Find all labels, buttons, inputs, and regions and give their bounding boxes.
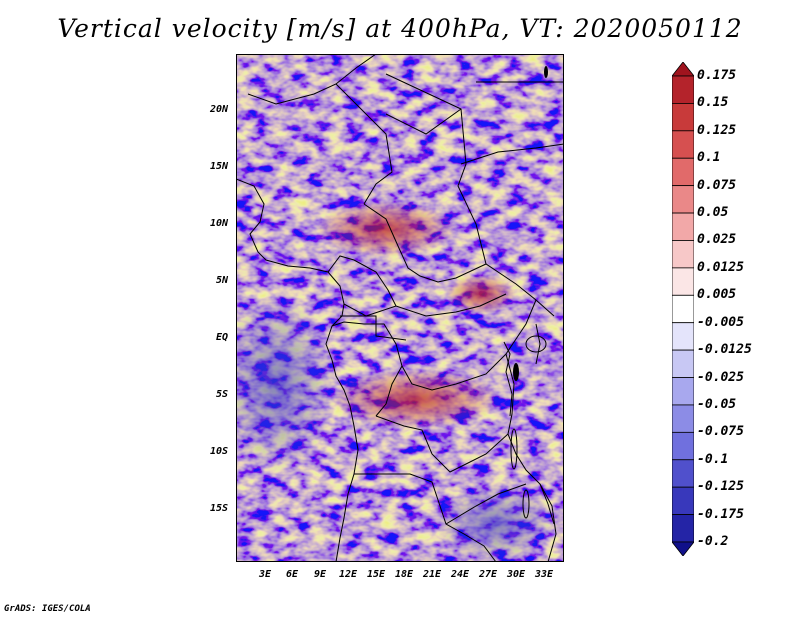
- lon-label-15e: 15E: [366, 569, 386, 580]
- lon-label-33e: 33E: [534, 569, 554, 580]
- lat-label-5n: 5N: [215, 275, 228, 286]
- colorbar-level-label: 0.15: [697, 95, 729, 111]
- chart-title: Vertical velocity [m/s] at 400hPa, VT: 2…: [57, 14, 743, 43]
- colorbar-bin: [672, 377, 694, 406]
- grads-credit: GrADS: IGES/COLA: [4, 604, 91, 614]
- lon-label-30e: 30E: [506, 569, 526, 580]
- colorbar-bin: [672, 267, 694, 296]
- colorbar-level-label: 0.175: [697, 68, 737, 83]
- colorbar-level-label: 0.025: [697, 232, 737, 248]
- lakes: [510, 66, 548, 519]
- colorbar-level-label: 0.005: [697, 287, 737, 303]
- colorbar-bin: [672, 294, 694, 324]
- colorbar-level-label: -0.2: [697, 534, 729, 549]
- colorbar-level-label: 0.1: [697, 150, 721, 166]
- colorbar-bin: [672, 130, 694, 159]
- colorbar-level-label: -0.025: [697, 369, 744, 385]
- colorbar-level-label: -0.0125: [697, 342, 752, 358]
- colorbar-level-label: -0.125: [697, 479, 744, 495]
- colorbar-bin: [672, 514, 694, 543]
- convection-congo: [331, 369, 501, 429]
- colorbar-bin: [672, 486, 694, 515]
- lon-label-12e: 12E: [338, 569, 358, 580]
- convection-east: [446, 274, 516, 314]
- lon-label-9e: 9E: [313, 569, 327, 580]
- lon-label-21e: 21E: [422, 569, 442, 580]
- coastlines-borders: [236, 54, 564, 562]
- lon-label-24e: 24E: [450, 569, 470, 580]
- colorbar-level-label: -0.075: [697, 424, 744, 440]
- map-frame: [236, 54, 564, 562]
- lat-label-20n: 20N: [209, 104, 228, 115]
- lat-label-eq: EQ: [215, 332, 228, 343]
- colorbar-level-label: -0.05: [697, 396, 737, 412]
- subsidence-atlantic: [236, 294, 336, 474]
- colorbar-level-label: -0.1: [697, 451, 729, 467]
- colorbar-level-label: 0.05: [697, 205, 729, 221]
- lat-label-10s: 10S: [209, 446, 228, 457]
- colorbar-bin: [672, 322, 694, 351]
- colorbar-bin: [672, 431, 694, 461]
- colorbar-bin: [672, 404, 694, 433]
- map-panel: [236, 54, 564, 562]
- colorbar-level-label: 0.125: [697, 122, 737, 138]
- colorbar-bin: [672, 103, 694, 132]
- colorbar-level-label: 0.075: [697, 177, 737, 193]
- colorbar: [672, 62, 694, 556]
- colorbar-level-label: -0.005: [697, 314, 744, 330]
- lon-label-27e: 27E: [478, 569, 498, 580]
- colorbar-bin: [672, 157, 694, 187]
- lat-label-15n: 15N: [209, 161, 228, 172]
- lon-label-3e: 3E: [258, 569, 272, 580]
- lon-label-18e: 18E: [394, 569, 414, 580]
- colorbar-level-label: -0.175: [697, 506, 744, 522]
- colorbar-bin-top: [672, 62, 694, 77]
- colorbar-bin: [672, 459, 694, 488]
- colorbar-bin: [672, 212, 694, 241]
- colorbar-bin: [672, 185, 694, 214]
- colorbar-bin: [672, 240, 694, 269]
- lat-label-10n: 10N: [209, 218, 228, 229]
- colorbar-bin-bottom: [672, 541, 694, 556]
- colorbar-bin: [672, 75, 694, 104]
- convection-north: [316, 201, 456, 257]
- lon-label-6e: 6E: [285, 569, 299, 580]
- subsidence-south: [436, 484, 556, 562]
- colorbar-bin: [672, 349, 694, 378]
- lat-label-5s: 5S: [215, 389, 228, 400]
- lat-label-15s: 15S: [209, 503, 228, 514]
- colorbar-level-label: 0.0125: [697, 259, 744, 275]
